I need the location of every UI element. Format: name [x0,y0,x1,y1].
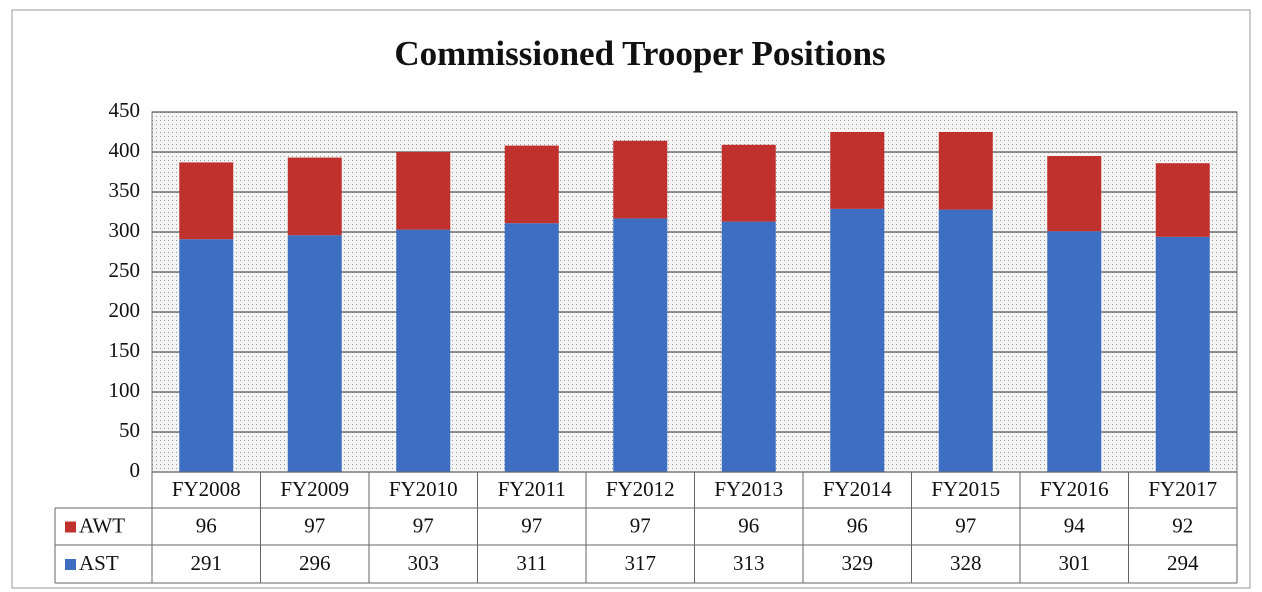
y-tick-label: 50 [119,418,140,442]
bar-segment [504,145,559,224]
x-tick-label: FY2009 [280,477,349,501]
table-value: 96 [196,513,217,537]
bar-segment [287,157,342,236]
table-value: 97 [413,513,434,537]
bar-segment [613,218,668,472]
legend-label: AST [79,551,119,575]
bar-segment [1155,236,1210,472]
y-tick-label: 150 [109,338,141,362]
y-tick-label: 100 [109,378,141,402]
x-tick-label: FY2015 [931,477,1000,501]
x-tick-label: FY2011 [498,477,566,501]
bar-segment [613,140,668,219]
bar-segment [504,223,559,472]
x-tick-label: FY2017 [1148,477,1217,501]
bar-segment [1047,156,1102,232]
bar-segment [938,209,993,472]
bar-segment [830,208,885,473]
table-value: 328 [950,551,982,575]
table-value: 294 [1167,551,1199,575]
table-value: 311 [516,551,547,575]
legend-label: AWT [79,513,125,537]
x-tick-label: FY2013 [714,477,783,501]
table-value: 94 [1064,513,1086,537]
table-value: 317 [625,551,657,575]
table-value: 97 [304,513,325,537]
table-value: 313 [733,551,765,575]
x-tick-label: FY2008 [172,477,241,501]
table-value: 296 [299,551,331,575]
table-value: 92 [1172,513,1193,537]
chart-title: Commissioned Trooper Positions [394,34,885,73]
bar-segment [721,221,776,472]
table-value: 291 [191,551,223,575]
bar-segment [396,152,451,230]
table-value: 329 [842,551,874,575]
y-tick-label: 400 [109,138,141,162]
x-tick-label: FY2012 [606,477,675,501]
legend-swatch [65,521,76,533]
y-tick-label: 0 [130,458,141,482]
bar-segment [179,239,234,472]
table-value: 96 [847,513,868,537]
y-tick-label: 250 [109,258,141,282]
table-value: 301 [1059,551,1091,575]
x-tick-label: FY2010 [389,477,458,501]
y-tick-label: 300 [109,218,141,242]
y-tick-label: 200 [109,298,141,322]
y-tick-label: 350 [109,178,141,202]
table-value: 97 [955,513,976,537]
bar-segment [287,235,342,472]
bar-segment [830,132,885,209]
bar-segment [1047,231,1102,472]
table-value: 97 [521,513,542,537]
x-tick-label: FY2014 [823,477,892,501]
x-tick-label: FY2016 [1040,477,1109,501]
table-value: 97 [630,513,651,537]
table-value: 96 [738,513,759,537]
table-value: 303 [408,551,440,575]
bar-segment [396,229,451,472]
bar-segment [1155,163,1210,237]
bar-segment [938,132,993,210]
bar-segment [179,162,234,240]
bar-segment [721,144,776,222]
legend-swatch [65,559,76,570]
y-tick-label: 450 [109,98,141,122]
